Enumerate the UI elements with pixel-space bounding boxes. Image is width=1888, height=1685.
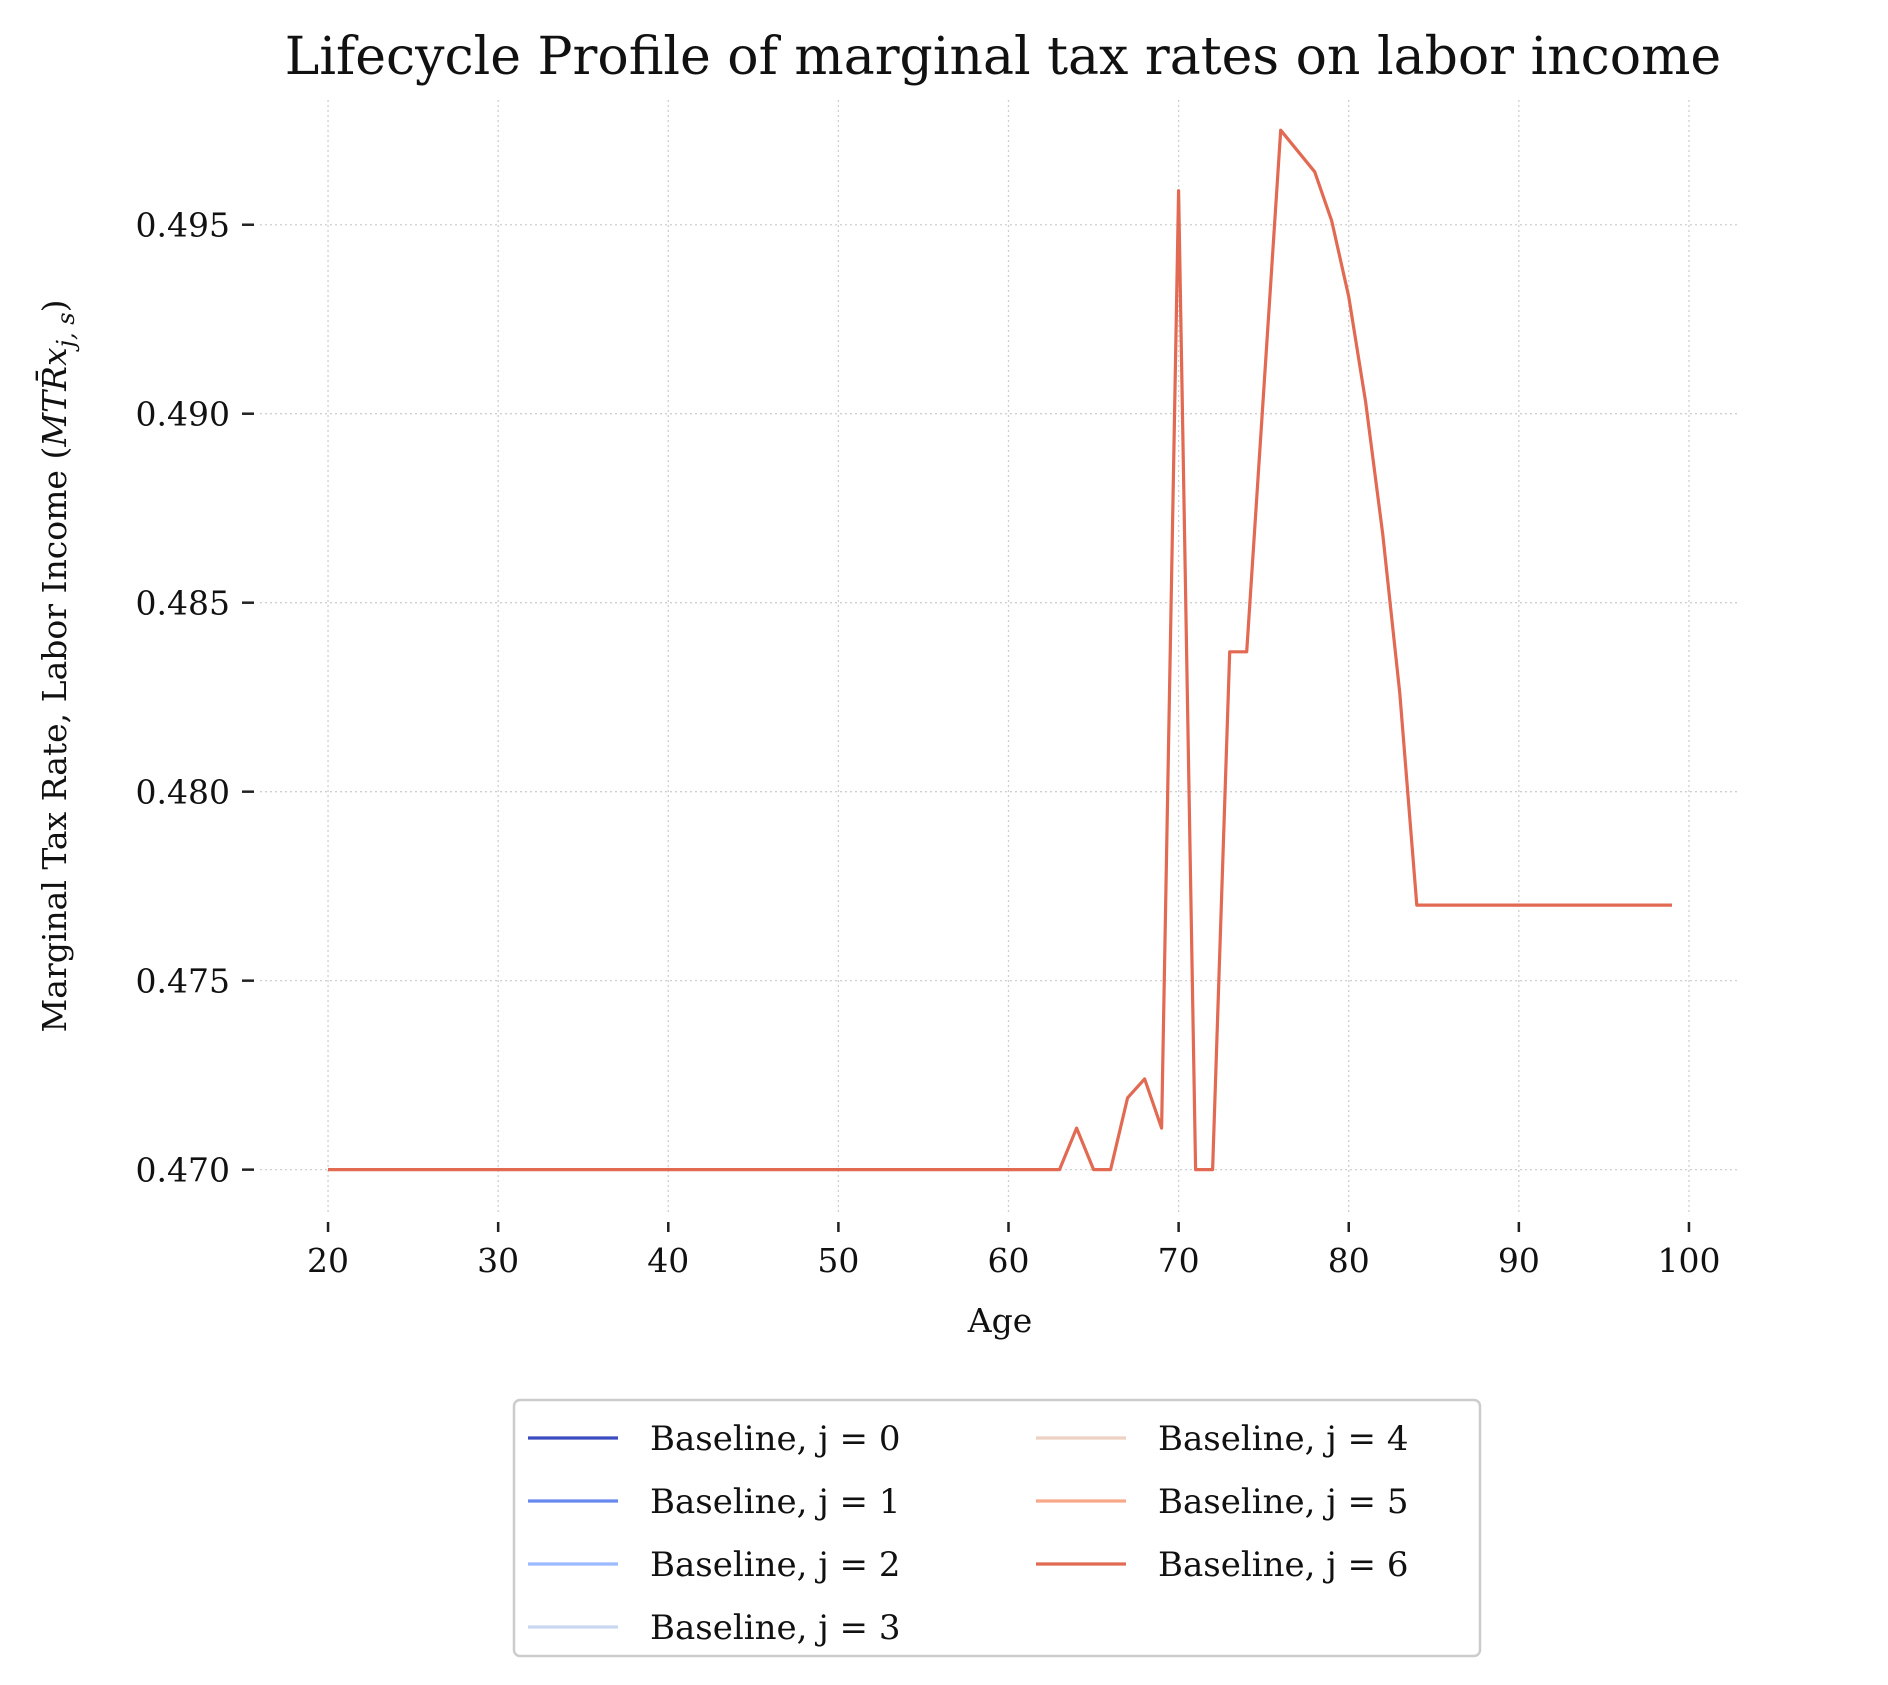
y-axis-label-subscript: j, s [52,312,80,352]
legend-entry-j1: Baseline, j = 1 [528,1482,900,1522]
legend-entry-j4: Baseline, j = 4 [1036,1419,1408,1459]
legend-box [512,1398,1482,1658]
legend-label: Baseline, j = 0 [650,1419,900,1459]
y-axis-label-math: MTR̄x [34,347,74,448]
x-axis: 20 30 40 50 60 70 80 90 100 [307,1222,1720,1280]
y-tick-label: 0.490 [136,395,230,434]
x-tick-label: 100 [1657,1241,1720,1280]
y-axis: 0.470 0.475 0.480 0.485 0.490 0.495 [136,206,254,1190]
x-tick-label: 70 [1158,1241,1200,1280]
series-line-j6 [328,128,1672,1172]
legend-entry-j5: Baseline, j = 5 [1036,1482,1408,1522]
legend-entry-j2: Baseline, j = 2 [528,1545,900,1585]
legend-label: Baseline, j = 2 [650,1545,900,1585]
legend-label: Baseline, j = 4 [1158,1419,1408,1459]
y-axis-label: Marginal Tax Rate, Labor Income (MTR̄xj,… [34,300,80,1033]
legend-entry-j3: Baseline, j = 3 [528,1608,900,1648]
y-tick-label: 0.480 [136,773,230,812]
y-axis-label-close: ) [35,300,74,313]
grid [260,100,1740,1215]
x-tick-label: 20 [307,1241,349,1280]
chart-title: Lifecycle Profile of marginal tax rates … [285,27,1721,87]
legend-entry-j6: Baseline, j = 6 [1036,1545,1408,1585]
y-tick-label: 0.475 [136,962,230,1001]
x-axis-label: Age [967,1301,1033,1340]
legend-label: Baseline, j = 5 [1158,1482,1408,1522]
x-tick-label: 50 [817,1241,859,1280]
y-tick-label: 0.485 [136,584,230,623]
x-tick-label: 60 [988,1241,1030,1280]
x-tick-label: 90 [1498,1241,1540,1280]
y-tick-label: 0.470 [136,1151,230,1190]
legend-entry-j0: Baseline, j = 0 [528,1419,900,1459]
legend: Baseline, j = 0 Baseline, j = 1 Baseline, … [512,1398,1482,1658]
x-tick-label: 30 [477,1241,519,1280]
x-tick-label: 80 [1328,1241,1370,1280]
legend-label: Baseline, j = 3 [650,1608,900,1648]
series-layer [328,128,1672,1172]
legend-label: Baseline, j = 1 [650,1482,900,1522]
y-axis-label-main: Marginal Tax Rate, Labor Income ( [35,447,74,1033]
y-tick-label: 0.495 [136,206,230,245]
legend-label: Baseline, j = 6 [1158,1545,1408,1585]
x-tick-label: 40 [647,1241,689,1280]
